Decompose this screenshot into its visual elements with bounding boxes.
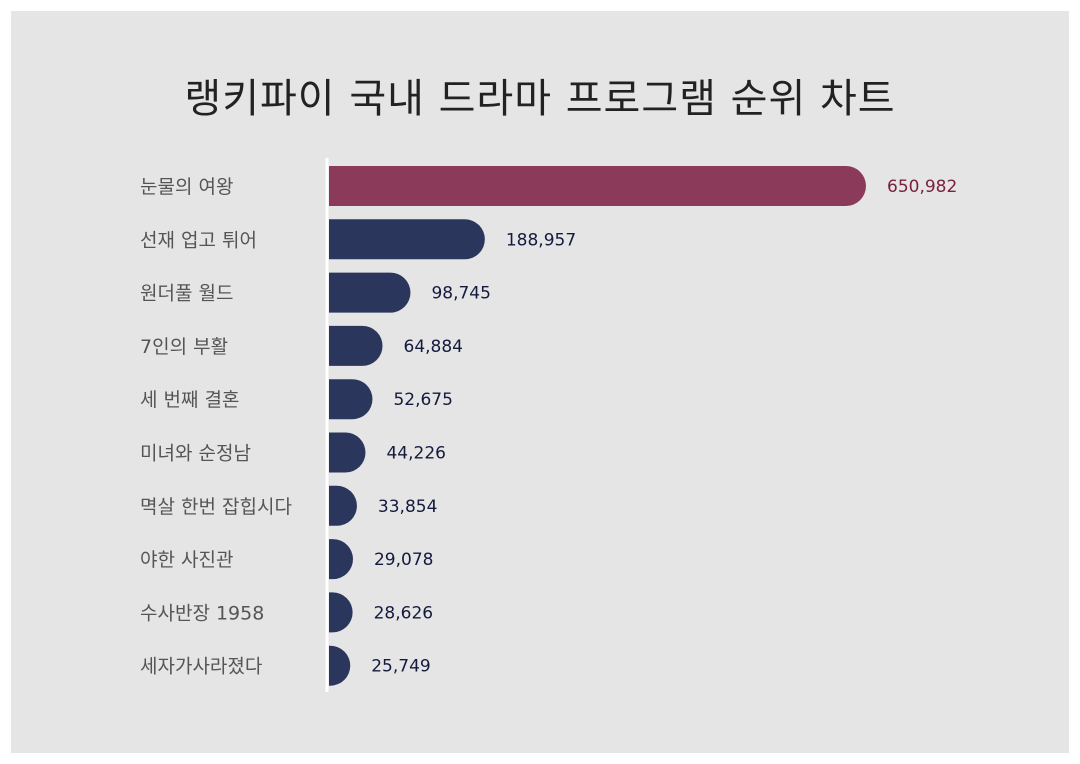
category-label: 7인의 부활	[140, 336, 228, 358]
value-label: 188,957	[506, 230, 576, 250]
value-label: 28,626	[374, 603, 433, 623]
bar	[329, 272, 411, 313]
category-label: 멱살 한번 잡힙시다	[140, 496, 292, 518]
chart-title: 랭키파이 국내 드라마 프로그램 순위 차트	[184, 76, 896, 122]
value-label: 650,982	[887, 177, 957, 197]
value-label: 29,078	[374, 550, 433, 570]
value-label: 44,226	[386, 444, 445, 464]
bar	[329, 485, 357, 526]
bar	[329, 645, 351, 686]
value-label: 25,749	[371, 657, 430, 677]
bar	[329, 219, 485, 260]
category-label: 세자가사라졌다	[140, 656, 262, 678]
value-label: 64,884	[404, 337, 463, 357]
value-label: 98,745	[431, 284, 490, 304]
chart-background	[11, 11, 1069, 753]
value-label: 33,854	[378, 497, 437, 517]
bar	[329, 325, 383, 366]
category-label: 수사반장 1958	[140, 602, 264, 624]
category-label: 야한 사진관	[140, 549, 233, 571]
category-label: 눈물의 여왕	[140, 176, 233, 198]
bar	[329, 592, 353, 633]
category-label: 미녀와 순정남	[140, 443, 251, 465]
bar	[329, 166, 866, 206]
bar	[329, 539, 353, 580]
category-label: 원더풀 월드	[140, 283, 233, 305]
category-label: 세 번째 결혼	[140, 389, 239, 411]
bar	[329, 379, 373, 420]
bar	[329, 432, 366, 473]
category-label: 선재 업고 튀어	[140, 229, 257, 251]
value-label: 52,675	[393, 390, 452, 410]
